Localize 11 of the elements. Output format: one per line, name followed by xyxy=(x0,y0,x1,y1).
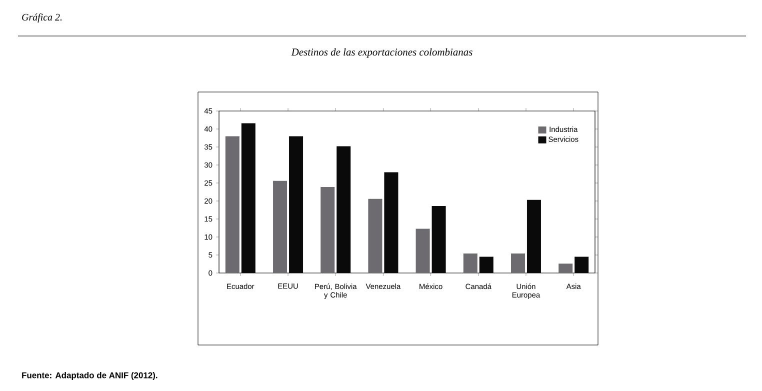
bar xyxy=(225,136,240,273)
source-note: Fuente: Adaptado de ANIF (2012). xyxy=(22,372,158,380)
chart-title: Destinos de las exportaciones colombianas xyxy=(291,48,472,58)
bar xyxy=(510,254,525,273)
bar xyxy=(416,228,430,273)
bar xyxy=(368,198,382,273)
bar xyxy=(320,186,335,273)
bar xyxy=(273,180,288,273)
bar xyxy=(558,264,573,273)
text: Gráfica 2. xyxy=(22,13,62,23)
bar xyxy=(463,254,478,273)
